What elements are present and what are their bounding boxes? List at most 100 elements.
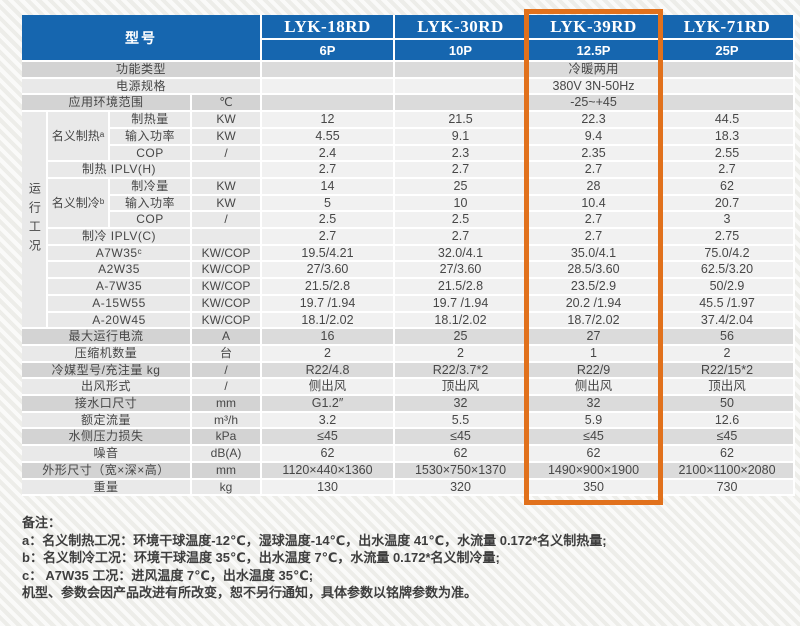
value-cell: 25 xyxy=(395,329,528,346)
value-cell-highlighted: -25~+45 xyxy=(528,95,661,113)
value-cell xyxy=(661,62,795,79)
row-label: A-7W35 xyxy=(48,279,192,296)
value-cell xyxy=(661,78,795,96)
spec-row: COP/2.5 2.5 2.7 3 xyxy=(22,212,795,230)
unit-cell: kPa xyxy=(192,429,262,447)
value-cell: 5 xyxy=(262,195,395,213)
spec-row: A2W35 KW/COP 27/3.60 27/3.60 28.5/3.60 62.5/3… xyxy=(22,262,795,280)
unit-cell: KW xyxy=(192,112,262,129)
model-name-lyk-18rd: LYK-18RD xyxy=(262,15,395,40)
value-cell: R22/15*2 xyxy=(661,362,795,380)
unit-cell: / xyxy=(192,362,262,380)
value-cell: 50 xyxy=(661,396,795,413)
hp-rating-25p: 25P xyxy=(661,40,795,62)
value-cell-highlighted: 380V 3N-50Hz xyxy=(528,78,661,96)
value-cell: 2 xyxy=(262,345,395,363)
row-label: 冷媒型号/充注量 kg xyxy=(22,362,192,380)
value-cell: 21.5 xyxy=(395,112,528,129)
unit-cell: ℃ xyxy=(192,95,262,113)
unit-cell: / xyxy=(192,145,262,163)
spec-row: COP/2.4 2.3 2.35 2.55 xyxy=(22,145,795,163)
note-disclaimer: 机型、参数会因产品改进有所改变，恕不另行通知，具体参数以铭牌参数为准。 xyxy=(22,585,478,600)
spec-row: 出风形式 / 侧出风 顶出风 侧出风 顶出风 xyxy=(22,379,795,397)
value-cell: 2.55 xyxy=(661,145,795,163)
row-label: 制冷 IPLV(C) xyxy=(48,229,192,246)
value-cell: 12 xyxy=(262,112,395,129)
value-cell: 62 xyxy=(395,446,528,463)
row-label: 电源规格 xyxy=(22,78,262,96)
value-cell-highlighted: 1 xyxy=(528,345,661,363)
value-cell: ≤45 xyxy=(661,429,795,447)
row-label: COP xyxy=(110,212,192,230)
hp-rating-12-5p: 12.5P xyxy=(528,40,661,62)
unit-cell: KW xyxy=(192,128,262,146)
value-cell: 75.0/4.2 xyxy=(661,245,795,263)
hp-rating-10p: 10P xyxy=(395,40,528,62)
value-cell-highlighted: 2.35 xyxy=(528,145,661,163)
model-name-lyk-39rd: LYK-39RD xyxy=(528,15,661,40)
unit-cell: kg xyxy=(192,479,262,497)
value-cell: 5.5 xyxy=(395,412,528,430)
value-cell-highlighted: 35.0/4.1 xyxy=(528,245,661,263)
unit-cell: m³/h xyxy=(192,412,262,430)
spec-row: 名义制冷ᵇ 制冷量 KW 14 25 28 62 xyxy=(22,178,795,230)
value-cell-highlighted: 62 xyxy=(528,446,661,463)
row-label: 接水口尺寸 xyxy=(22,396,192,413)
unit-cell: / xyxy=(192,379,262,397)
row-label: 应用环境范围 xyxy=(22,95,192,113)
value-cell-highlighted: R22/9 xyxy=(528,362,661,380)
unit-cell: KW/COP xyxy=(192,262,262,280)
note-b: b：名义制冷工况：环境干球温度 35℃，出水温度 7℃，水流量 0.172*名义… xyxy=(22,550,500,565)
note-c: c： A7W35 工况：进风温度 7℃，出水温度 35℃; xyxy=(22,567,314,583)
unit-cell: mm xyxy=(192,462,262,480)
value-cell: ≤45 xyxy=(395,429,528,447)
spec-row: A-7W35 KW/COP 21.5/2.8 21.5/2.8 23.5/2.9 50/2… xyxy=(22,279,795,296)
value-cell: 19.7 /1.94 xyxy=(395,295,528,313)
value-cell: 18.1/2.02 xyxy=(395,312,528,330)
value-cell: 2.75 xyxy=(661,229,795,246)
row-label: 功能类型 xyxy=(22,62,262,79)
value-cell-highlighted: 1490×900×1900 xyxy=(528,462,661,480)
value-cell: 1120×440×1360 xyxy=(262,462,395,480)
value-cell: 2.4 xyxy=(262,145,395,163)
value-cell: 2.5 xyxy=(262,212,395,230)
unit-cell: dB(A) xyxy=(192,446,262,463)
value-cell: 19.5/4.21 xyxy=(262,245,395,263)
unit-cell xyxy=(192,162,262,179)
row-label: A2W35 xyxy=(48,262,192,280)
spec-row: 重量 kg 130 320 350 730 xyxy=(22,479,795,497)
spec-row: 外形尺寸（宽×深×高） mm 1120×440×1360 1530×750×1370 1… xyxy=(22,462,795,480)
value-cell: 14 xyxy=(262,178,395,196)
row-label: A-15W55 xyxy=(48,295,192,313)
value-cell: 21.5/2.8 xyxy=(395,279,528,296)
unit-cell: KW xyxy=(192,195,262,213)
spec-row: 水侧压力损失 kPa ≤45 ≤45 ≤45 ≤45 xyxy=(22,429,795,447)
value-cell-highlighted: ≤45 xyxy=(528,429,661,447)
subgroup-label: 名义制热ᵃ xyxy=(48,112,110,163)
value-cell: G1.2″ xyxy=(262,396,395,413)
value-cell-highlighted: 22.3 xyxy=(528,112,661,129)
footnotes: 备注： a：名义制热工况：环境干球温度-12℃，湿球温度-14℃，出水温度 41… xyxy=(22,514,784,602)
spec-row: 输入功率 KW 5 10 10.4 20.7 xyxy=(22,195,795,213)
value-cell: 27/3.60 xyxy=(395,262,528,280)
value-cell-highlighted: 23.5/2.9 xyxy=(528,279,661,296)
value-cell: R22/3.7*2 xyxy=(395,362,528,380)
value-cell-highlighted: 18.7/2.02 xyxy=(528,312,661,330)
unit-cell: A xyxy=(192,329,262,346)
row-label: 最大运行电流 xyxy=(22,329,192,346)
value-cell: 32.0/4.1 xyxy=(395,245,528,263)
value-cell: 62 xyxy=(661,178,795,196)
value-cell: 18.3 xyxy=(661,128,795,146)
value-cell: 16 xyxy=(262,329,395,346)
value-cell: 62.5/3.20 xyxy=(661,262,795,280)
value-cell: 27/3.60 xyxy=(262,262,395,280)
value-cell: 顶出风 xyxy=(661,379,795,397)
spec-table: 型号 LYK-18RD LYK-30RD LYK-39RD LYK-71RD 6… xyxy=(22,15,795,497)
spec-row: A7W35ᶜ KW/COP 19.5/4.21 32.0/4.1 35.0/4.1 75.… xyxy=(22,245,795,263)
value-cell-highlighted: 27 xyxy=(528,329,661,346)
value-cell: 32 xyxy=(395,396,528,413)
unit-cell: mm xyxy=(192,396,262,413)
value-cell: 18.1/2.02 xyxy=(262,312,395,330)
value-cell: 320 xyxy=(395,479,528,497)
